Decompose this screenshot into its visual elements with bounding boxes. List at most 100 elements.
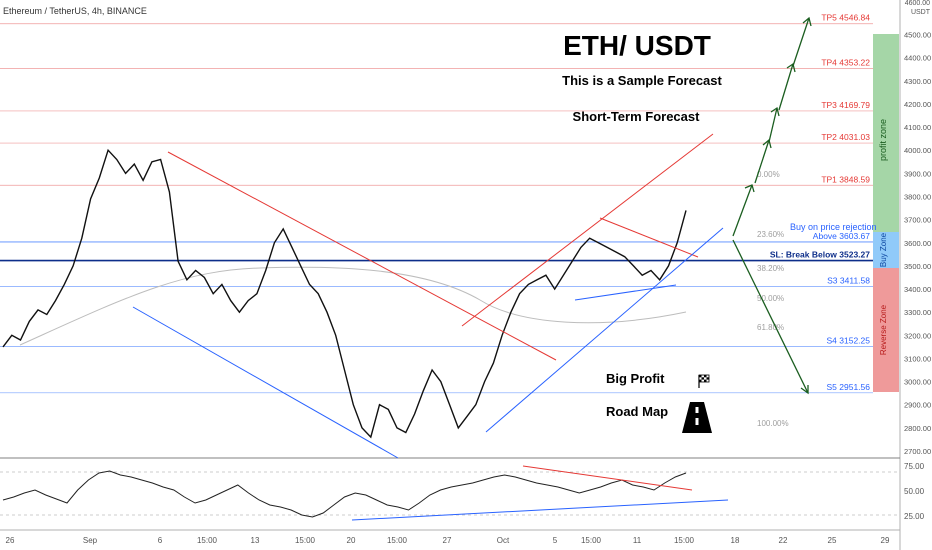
level-label-2: TP3 4169.79 <box>821 100 870 110</box>
level-label-5: Above 3603.67 <box>813 231 870 241</box>
time-tick: Oct <box>497 536 510 545</box>
buy-zone-label: Buy Zone <box>879 232 888 267</box>
moving-average-line <box>19 266 687 346</box>
arrow-tp3 <box>768 107 778 143</box>
red-channel-line <box>461 133 714 327</box>
annotation-subtitle2: Short-Term Forecast <box>573 109 701 124</box>
level-label-8: S4 3152.25 <box>827 335 871 345</box>
arrowhead-tp3 <box>770 106 780 117</box>
price-tick: 3300.00 <box>904 308 931 317</box>
time-tick: 15:00 <box>197 536 218 545</box>
profit-zone <box>873 34 899 232</box>
annotation-title: ETH/ USDT <box>563 30 711 61</box>
road-icon <box>682 402 712 433</box>
price-tick: 4200.00 <box>904 100 931 109</box>
arrow-tp1 <box>732 184 753 237</box>
price-tick: 4300.00 <box>904 77 931 86</box>
time-tick: 15:00 <box>387 536 408 545</box>
arrow-tp2 <box>754 139 770 184</box>
buy-zone <box>873 232 899 268</box>
level-label-9: S5 2951.56 <box>827 382 871 392</box>
price-tick: 3800.00 <box>904 193 931 202</box>
price-tick: 3500.00 <box>904 262 931 271</box>
price-pane[interactable] <box>0 0 900 458</box>
time-tick: 20 <box>347 536 356 545</box>
blue-uptrend-line <box>485 227 724 433</box>
time-tick: 26 <box>6 536 15 545</box>
buy-rejection-label: Buy on price rejection <box>790 222 877 232</box>
price-series-line <box>2 148 687 439</box>
symbol-title: Ethereum / TetherUS, 4h, BINANCE <box>3 6 147 16</box>
time-tick: 15:00 <box>674 536 695 545</box>
price-tick: 2900.00 <box>904 401 931 410</box>
time-tick: 29 <box>881 536 890 545</box>
fib-0: 0.00% <box>757 170 780 179</box>
price-tick: 2700.00 <box>904 447 931 456</box>
price-tick: 4100.00 <box>904 123 931 132</box>
blue-lower-line <box>132 306 399 459</box>
arrowhead-down <box>800 385 809 395</box>
annotation-road-map: Road Map <box>606 404 668 419</box>
level-label-0: TP5 4546.84 <box>821 13 870 23</box>
time-tick: 6 <box>158 536 163 545</box>
rsi-tick-75: 75.00 <box>904 462 925 471</box>
time-tick: 15:00 <box>295 536 316 545</box>
level-label-4: TP1 3848.59 <box>821 174 870 184</box>
time-tick: 25 <box>828 536 837 545</box>
rsi-tick-25: 25.00 <box>904 512 925 521</box>
reverse-zone-label: Reverse Zone <box>879 304 888 355</box>
price-tick: 3400.00 <box>904 285 931 294</box>
price-tick: 2800.00 <box>904 424 931 433</box>
annotation-big-profit: Big Profit <box>606 371 665 386</box>
time-tick: Sep <box>83 536 98 545</box>
arrow-tp5 <box>792 17 810 67</box>
fib-236: 23.60% <box>757 230 784 239</box>
time-tick: 13 <box>251 536 260 545</box>
arrowhead-tp1 <box>744 184 755 193</box>
blue-flag-line <box>574 284 677 301</box>
fib-382: 38.20% <box>757 264 784 273</box>
time-axis[interactable]: 26 Sep 6 15:00 13 15:00 20 15:00 27 Oct 5 15:00 11 15… <box>6 536 890 545</box>
price-tick: 3000.00 <box>904 378 931 387</box>
level-label-6: SL: Break Below 3523.27 <box>770 250 870 260</box>
price-tick: 3200.00 <box>904 331 931 340</box>
red-flag-line <box>599 217 699 258</box>
fib-618: 61.80% <box>757 323 784 332</box>
price-tick: 3700.00 <box>904 216 931 225</box>
time-tick: 15:00 <box>581 536 602 545</box>
reverse-zone <box>873 268 899 392</box>
rsi-resistance-line <box>522 465 693 491</box>
arrowhead-tp5 <box>802 16 812 27</box>
checkered-flag-icon <box>698 374 710 388</box>
time-tick: 22 <box>779 536 788 545</box>
level-label-7: S3 3411.58 <box>827 275 870 285</box>
rsi-tick-50: 50.00 <box>904 487 925 496</box>
time-tick: 18 <box>731 536 740 545</box>
price-tick: 4400.00 <box>904 54 931 63</box>
fib-50: 50.00% <box>757 294 784 303</box>
levels-group: TP5 4546.84 TP4 4353.22 TP3 4169.79 TP2 403… <box>0 13 873 394</box>
arrow-tp4 <box>778 63 794 111</box>
time-tick: 11 <box>633 536 642 545</box>
price-axis-top-label: 4600.00 <box>905 0 930 7</box>
time-tick: 27 <box>443 536 452 545</box>
price-tick: 3600.00 <box>904 239 931 248</box>
fib-100: 100.00% <box>757 419 789 428</box>
red-downtrend-line <box>167 151 557 361</box>
price-tick: 4500.00 <box>904 31 931 40</box>
rsi-support-line <box>351 499 729 521</box>
level-label-1: TP4 4353.22 <box>821 58 870 68</box>
time-tick: 5 <box>553 536 558 545</box>
annotation-subtitle1: This is a Sample Forecast <box>562 73 722 88</box>
profit-zone-label: profit zone <box>878 119 888 161</box>
forecast-arrows <box>732 16 812 395</box>
price-tick: 4000.00 <box>904 146 931 155</box>
price-tick: 3100.00 <box>904 354 931 363</box>
price-tick: 3900.00 <box>904 169 931 178</box>
price-axis[interactable]: 4500.00 4400.00 4300.00 4200.00 4100.00 4000.… <box>904 31 931 456</box>
rsi-line <box>2 470 687 518</box>
price-axis-currency: USDT <box>911 9 931 16</box>
level-label-3: TP2 4031.03 <box>821 132 870 142</box>
arrow-down <box>732 239 809 394</box>
